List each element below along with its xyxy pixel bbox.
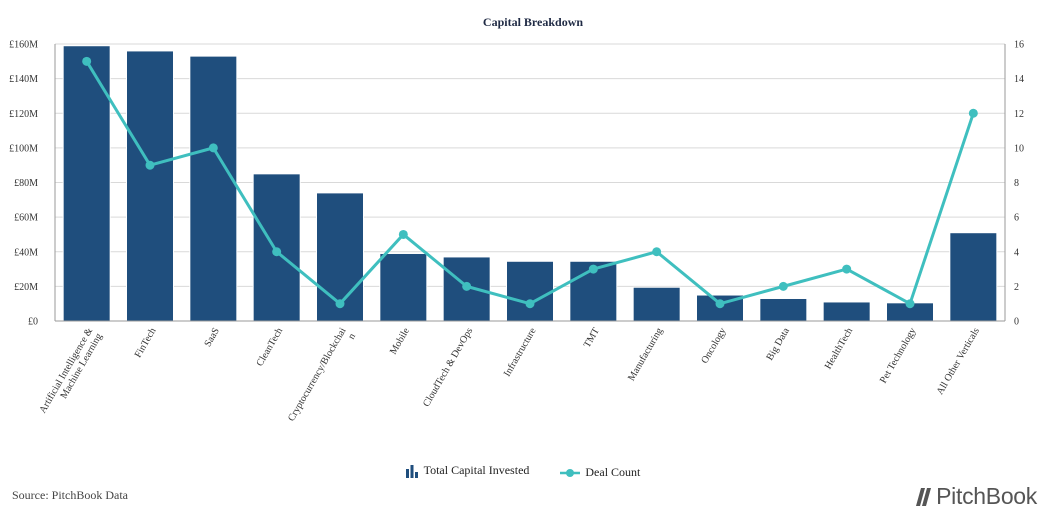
legend-label-bars: Total Capital Invested: [423, 463, 530, 477]
category-label: Mobile: [388, 326, 412, 357]
category-label-line: SaaS: [202, 326, 222, 349]
category-label: Manufacturing: [626, 326, 665, 383]
y-left-tick-label: £60M: [14, 213, 38, 224]
deal-count-point: [525, 299, 535, 309]
legend: Total Capital Invested Deal Count: [0, 463, 1045, 482]
y-right-tick-label: 8: [1014, 178, 1019, 189]
deal-count-point: [82, 56, 92, 66]
y-left-tick-label: £140M: [9, 74, 38, 85]
chart-title: Capital Breakdown: [483, 15, 583, 29]
category-label-line: CleanTech: [254, 326, 285, 368]
deal-count-point: [652, 247, 662, 257]
bar: [632, 286, 681, 322]
deal-count-point: [588, 264, 598, 274]
category-label: Big Data: [764, 326, 792, 363]
legend-item-line[interactable]: Deal Count: [560, 465, 640, 480]
deal-count-point: [398, 229, 408, 239]
category-label-line: Artificial Intelligence &: [37, 326, 95, 415]
deal-count-point: [905, 299, 915, 309]
bar: [379, 252, 428, 322]
category-label-line: All Other Verticals: [935, 326, 982, 397]
deal-count-point: [335, 299, 345, 309]
y-left-tick-label: £120M: [9, 109, 38, 120]
category-label: Pet Technology: [878, 326, 919, 385]
category-label: All Other Verticals: [935, 326, 982, 397]
y-right-tick-label: 12: [1014, 109, 1024, 120]
y-left-tick-label: £40M: [14, 247, 38, 258]
category-label-line: HealthTech: [823, 326, 856, 371]
bar: [759, 297, 808, 322]
category-label: SaaS: [202, 326, 222, 349]
y-left-tick-label: £20M: [14, 282, 38, 293]
brand-name: PitchBook: [936, 483, 1037, 509]
category-label: Oncology: [699, 326, 728, 366]
category-label-line: n: [346, 332, 358, 342]
category-label-line: CloudTech & DevOps: [421, 326, 475, 409]
legend-item-bars[interactable]: Total Capital Invested: [405, 463, 530, 478]
category-label: Cryptocurrency/Blockchain: [286, 326, 358, 429]
y-right-tick-label: 14: [1014, 74, 1024, 85]
y-left-tick-label: £0: [28, 317, 38, 328]
deal-count-point: [208, 143, 218, 153]
y-right-tick-label: 16: [1014, 40, 1024, 51]
deal-count-point: [462, 281, 472, 291]
bar: [62, 45, 111, 322]
pitchbook-mark-icon: [916, 487, 932, 506]
deal-count-point: [968, 108, 978, 118]
right-axis-ticks: 0 2 4 6 8 10 12 14 16: [1014, 40, 1024, 328]
y-left-tick-label: £100M: [9, 143, 38, 154]
line-marker-icon: [560, 468, 581, 477]
pitchbook-logo: PitchBook: [910, 483, 1037, 510]
category-label: HealthTech: [823, 326, 856, 371]
y-right-tick-label: 6: [1014, 213, 1019, 224]
bar-chart-icon: [405, 464, 418, 478]
category-label: CloudTech & DevOps: [421, 326, 475, 409]
bar: [126, 50, 174, 322]
category-label-line: Big Data: [764, 326, 792, 363]
category-label-line: Manufacturing: [626, 326, 665, 383]
category-label-line: Pet Technology: [878, 326, 919, 385]
category-label-line: TMT: [582, 326, 602, 350]
deal-count-point: [842, 264, 852, 274]
y-right-tick-label: 0: [1014, 317, 1019, 328]
category-label: CleanTech: [254, 326, 285, 368]
axes: [54, 44, 1006, 322]
y-right-tick-label: 4: [1014, 247, 1019, 258]
bar: [822, 301, 871, 322]
category-label: TMT: [582, 326, 602, 350]
source-note: Source: PitchBook Data: [12, 488, 128, 502]
y-left-tick-label: £160M: [9, 40, 38, 51]
deal-count-point: [778, 281, 788, 291]
y-right-tick-label: 10: [1014, 143, 1024, 154]
bar: [949, 232, 998, 322]
category-label-line: Infrastructure: [502, 326, 539, 379]
y-right-tick-label: 2: [1014, 282, 1019, 293]
deal-count-point: [272, 247, 282, 257]
category-label-line: Mobile: [388, 326, 412, 357]
left-axis-ticks: £0 £20M £40M £60M £80M £100M £120M £140M £160M: [9, 40, 38, 328]
deal-count-point: [145, 160, 155, 170]
bar: [189, 55, 238, 322]
category-label: FinTech: [133, 326, 159, 360]
legend-label-line: Deal Count: [585, 465, 641, 479]
category-labels: Artificial Intelligence &Machine Learnin…: [37, 326, 982, 429]
line-series: [82, 56, 978, 309]
category-label-line: FinTech: [133, 326, 159, 360]
deal-count-point: [715, 299, 725, 309]
category-label-line: Cryptocurrency/Blockchai: [286, 326, 349, 424]
category-label: Artificial Intelligence &Machine Learnin…: [37, 326, 104, 421]
bar-series: [62, 45, 998, 322]
category-label-line: Oncology: [699, 326, 728, 366]
category-label: Infrastructure: [502, 326, 539, 379]
y-left-tick-label: £80M: [14, 178, 38, 189]
bar: [506, 260, 554, 322]
